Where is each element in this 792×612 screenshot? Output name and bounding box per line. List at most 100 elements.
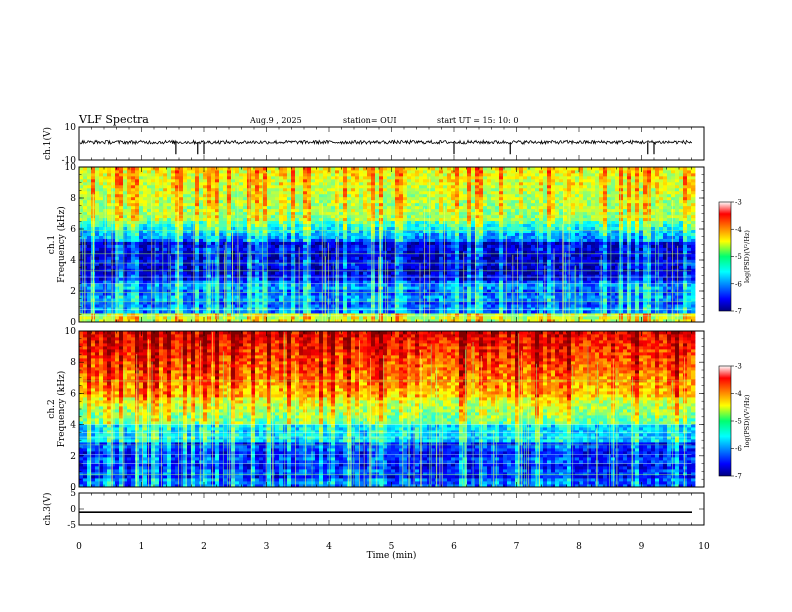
spectrogram-cell <box>299 301 304 305</box>
spectrogram-cell <box>151 304 156 308</box>
spectrogram-cell <box>147 226 152 230</box>
spectrogram-cell <box>111 247 116 251</box>
spectrogram-cell <box>271 286 276 290</box>
spectrogram-cell <box>79 169 84 174</box>
spectrogram-cell <box>159 178 164 183</box>
spectrogram-cell <box>407 274 412 278</box>
spectrogram-cell <box>355 199 360 204</box>
spectrogram-cell <box>99 193 104 198</box>
spectrogram-cell <box>231 316 236 320</box>
spectrogram-cell <box>391 169 396 174</box>
spectrogram-cell <box>395 244 400 248</box>
spectrogram-cell <box>175 268 180 272</box>
spectrogram-cell <box>315 304 320 308</box>
spectrogram-cell <box>367 286 372 290</box>
spectrogram-cell <box>323 169 328 174</box>
spectrogram-cell <box>431 283 436 287</box>
spectrogram-cell <box>319 205 324 210</box>
spectrogram-cell <box>415 310 420 314</box>
spectrogram-cell <box>299 187 304 192</box>
spectrogram-cell <box>183 259 188 263</box>
spectrogram-cell <box>379 319 384 323</box>
spectrogram-cell <box>211 220 216 225</box>
spectrogram-cell <box>219 172 224 177</box>
spectrogram-cell <box>415 256 420 260</box>
spectrogram-cell <box>335 235 340 239</box>
spectrogram-cell <box>311 277 316 281</box>
spectrogram-cell <box>99 301 104 305</box>
spectrogram-cell <box>131 253 136 257</box>
spectrogram-cell <box>383 193 388 198</box>
spectrogram-cell <box>151 316 156 320</box>
spectrogram-cell <box>95 271 100 275</box>
spectrogram-cell <box>95 211 100 216</box>
spectrogram-cell <box>287 259 292 263</box>
spectrogram-cell <box>387 265 392 269</box>
spectrogram-cell <box>291 181 296 186</box>
spectrogram-cell <box>171 271 176 275</box>
spectrogram-cell <box>119 295 124 299</box>
spectrogram-cell <box>203 205 208 210</box>
spectrogram-cell <box>271 307 276 311</box>
spectrogram-cell <box>419 256 424 260</box>
spectrogram-cell <box>403 199 408 204</box>
spectrogram-cell <box>423 205 428 210</box>
spectrogram-cell <box>403 316 408 320</box>
spectrogram-cell <box>187 211 192 216</box>
spectrogram-cell <box>171 247 176 251</box>
spectrogram-cell <box>291 262 296 266</box>
spectrogram-cell <box>187 283 192 287</box>
spectrogram-cell <box>283 167 288 171</box>
spectrogram-cell <box>227 169 232 174</box>
spectrogram-cell <box>443 262 448 266</box>
spectrogram-cell <box>175 178 180 183</box>
spectrogram-cell <box>103 184 108 189</box>
spectrogram-cell <box>431 241 436 245</box>
spectrogram-cell <box>363 175 368 180</box>
spectrogram-cell <box>387 235 392 239</box>
spectrogram-cell <box>155 175 160 180</box>
spectrogram-cell <box>99 292 104 296</box>
spectrogram-cell <box>83 187 88 192</box>
spectrogram-cell <box>155 232 160 236</box>
spectrogram-cell <box>163 313 168 317</box>
spectrogram-cell <box>363 313 368 317</box>
spectrogram-cell <box>239 190 244 195</box>
spectrogram-cell <box>275 265 280 269</box>
spectrogram-cell <box>151 190 156 195</box>
spectrogram-cell <box>199 178 204 183</box>
spectrogram-cell <box>251 247 256 251</box>
spectrogram-cell <box>459 289 464 293</box>
spectrogram-cell <box>191 181 196 186</box>
spectrogram-cell <box>187 167 192 171</box>
spectrogram-cell <box>299 211 304 216</box>
spectrogram-cell <box>343 277 348 281</box>
spectrogram-cell <box>427 286 432 290</box>
spectrogram-cell <box>235 277 240 281</box>
spectrogram-cell <box>263 277 268 281</box>
spectrogram-cell <box>99 274 104 278</box>
spectrogram-cell <box>335 217 340 222</box>
spectrogram-cell <box>175 271 180 275</box>
spectrogram-cell <box>87 217 92 222</box>
spectrogram-cell <box>307 181 312 186</box>
spectrogram-cell <box>327 184 332 189</box>
spectrogram-cell <box>267 268 272 272</box>
spectrogram-cell <box>395 250 400 254</box>
spectrogram-cell <box>227 178 232 183</box>
spectrogram-cell <box>263 244 268 248</box>
spectrogram-cell <box>131 298 136 302</box>
spectrogram-cell <box>367 292 372 296</box>
spectrogram-cell <box>143 295 148 299</box>
spectrogram-cell <box>207 238 212 242</box>
spectrogram-cell <box>315 256 320 260</box>
spectrogram-cell <box>387 196 392 201</box>
spectrogram-cell <box>415 259 420 263</box>
spectrogram-cell <box>243 259 248 263</box>
spectrogram-cell <box>407 226 412 230</box>
spectrogram-cell <box>307 286 312 290</box>
spectrogram-cell <box>307 226 312 230</box>
spectrogram-cell <box>119 181 124 186</box>
spectrogram-cell <box>435 196 440 201</box>
spectrogram-cell <box>215 223 220 228</box>
